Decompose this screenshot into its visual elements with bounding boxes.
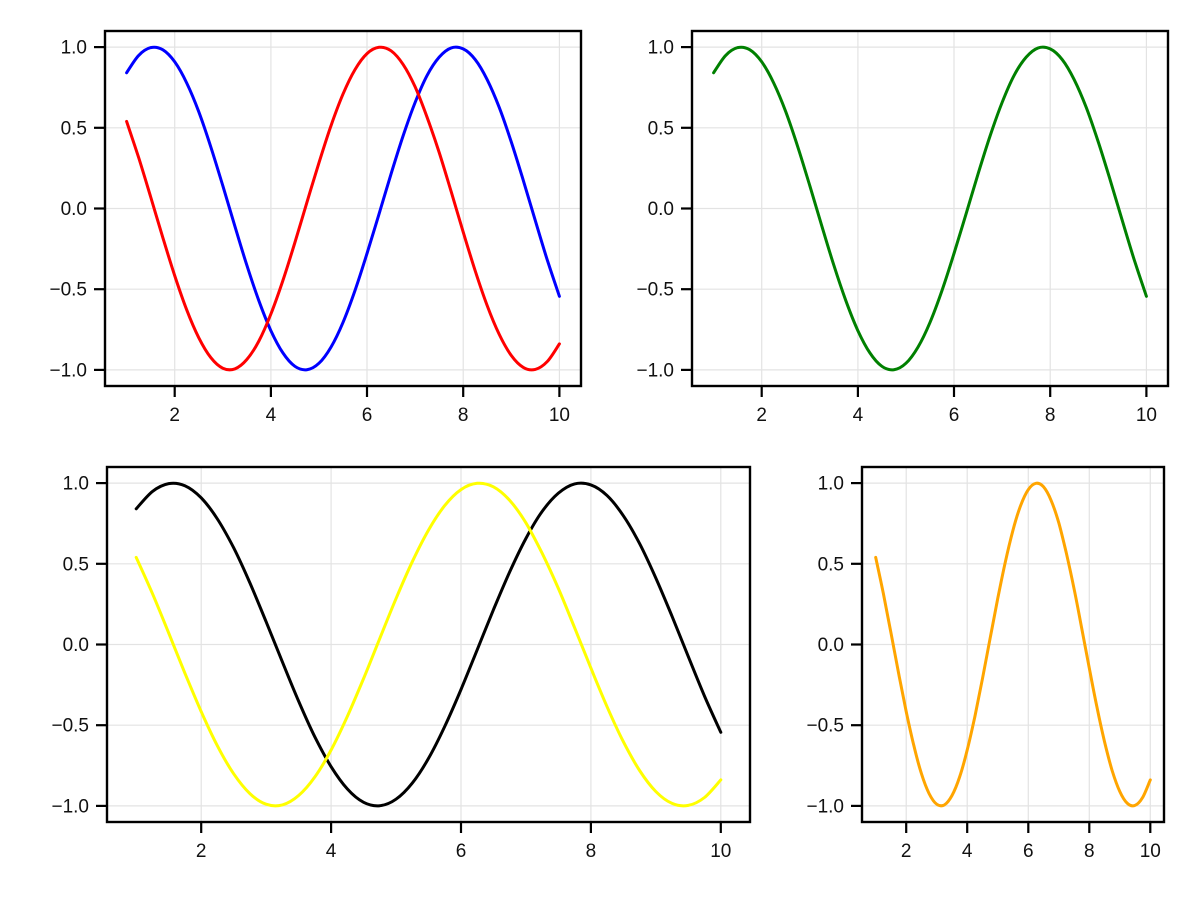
y-tick-label: −1.0 [49,360,87,381]
x-tick-label: 10 [710,841,731,862]
plot-area-bottom-left: 2 4 6 8 10 1.0 0.5 0.0 −0.5 −1.0 [51,465,752,862]
x-tick-label: 8 [1045,405,1056,426]
x-tick-label: 4 [326,841,337,862]
y-tick-label: 1.0 [648,38,674,59]
y-tick-label: 0.0 [648,199,674,220]
y-tick-label: −0.5 [51,716,89,737]
x-tick-label: 6 [1023,841,1034,862]
y-tick-label: −0.5 [636,280,674,301]
curve-sin [134,481,723,808]
x-tick-label: 10 [1136,405,1157,426]
curve-cos [125,45,561,372]
x-tick-label: 6 [456,841,467,862]
curve-cos [874,481,1152,808]
y-tick-label: 1.0 [63,474,89,495]
x-tick-label: 6 [949,405,960,426]
y-tick-label: 0.5 [648,118,674,139]
plot-area-top-left: 2 4 6 8 10 1.0 0.5 0.0 −0.5 −1.0 [49,29,583,426]
y-tick-label: 0.0 [63,635,89,656]
y-tick-label: 0.0 [818,635,844,656]
x-tick-label: 8 [1084,841,1095,862]
plot-area-bottom-right: 2 4 6 8 10 1.0 0.5 0.0 −0.5 −1.0 [806,465,1166,862]
x-tick-label: 2 [756,405,767,426]
y-tick-label: −1.0 [636,360,674,381]
x-tick-label: 6 [362,405,373,426]
y-tick-label: −1.0 [51,796,89,817]
y-tick-label: 0.5 [61,118,87,139]
curve-sin [125,45,561,372]
x-tick-label: 4 [853,405,864,426]
y-tick-label: −1.0 [806,796,844,817]
y-tick-label: −0.5 [49,280,87,301]
y-tick-label: 1.0 [61,38,87,59]
x-tick-label: 2 [169,405,180,426]
curve-sin [712,45,1148,372]
y-tick-label: 0.5 [63,554,89,575]
plot-area-top-right: 2 4 6 8 10 1.0 0.5 0.0 −0.5 −1.0 [636,29,1170,426]
x-tick-label: 8 [586,841,597,862]
y-tick-label: 0.0 [61,199,87,220]
x-tick-label: 2 [196,841,207,862]
y-tick-label: 0.5 [818,554,844,575]
x-tick-label: 2 [901,841,912,862]
x-tick-label: 4 [266,405,277,426]
y-tick-label: −0.5 [806,716,844,737]
x-tick-label: 4 [962,841,973,862]
x-tick-label: 8 [458,405,469,426]
subplot-top-left: 2 4 6 8 10 1.0 0.5 0.0 −0.5 −1.0 [49,29,583,426]
x-tick-label: 10 [549,405,570,426]
subplot-bottom-left: 2 4 6 8 10 1.0 0.5 0.0 −0.5 −1.0 [51,465,752,862]
x-tick-label: 10 [1140,841,1161,862]
subplot-bottom-right: 2 4 6 8 10 1.0 0.5 0.0 −0.5 −1.0 [806,465,1166,862]
subplot-top-right: 2 4 6 8 10 1.0 0.5 0.0 −0.5 −1.0 [636,29,1170,426]
curve-cos [134,481,723,808]
y-tick-label: 1.0 [818,474,844,495]
